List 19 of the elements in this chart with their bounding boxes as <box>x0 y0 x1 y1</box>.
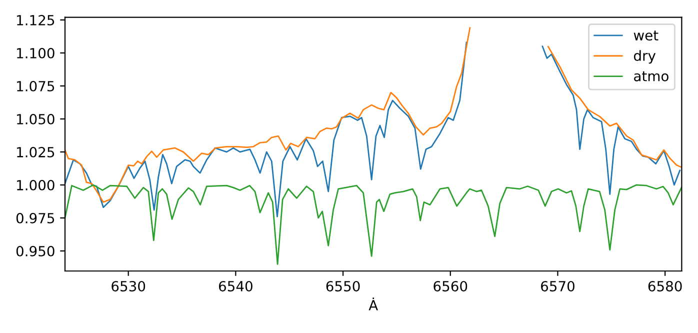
y-tick-label: 1.125 <box>17 14 54 26</box>
y-tick-label: 1.025 <box>17 146 54 158</box>
x-axis-title: Ȧ <box>368 298 378 310</box>
line-series <box>65 184 682 265</box>
y-tick-label: 0.975 <box>16 212 54 224</box>
y-tick-label: 1.100 <box>17 48 54 58</box>
y-tick-label: 1.050 <box>17 114 54 124</box>
y-tick-label: 1.000 <box>17 180 54 190</box>
x-tick-label: 6570 <box>541 280 574 292</box>
x-tick-label: 6550 <box>326 280 360 292</box>
x-tick-label: 6580 <box>648 280 682 292</box>
legend-label: wet <box>634 30 658 41</box>
legend-label: dry <box>634 50 656 64</box>
x-tick-label: 6540 <box>218 280 252 292</box>
legend-label: atmo <box>634 71 668 82</box>
x-tick-label: 6530 <box>112 280 146 292</box>
y-tick-label: 0.950 <box>16 246 54 256</box>
x-tick-label: 6560 <box>434 280 468 292</box>
y-tick-label: 1.075 <box>17 80 54 92</box>
